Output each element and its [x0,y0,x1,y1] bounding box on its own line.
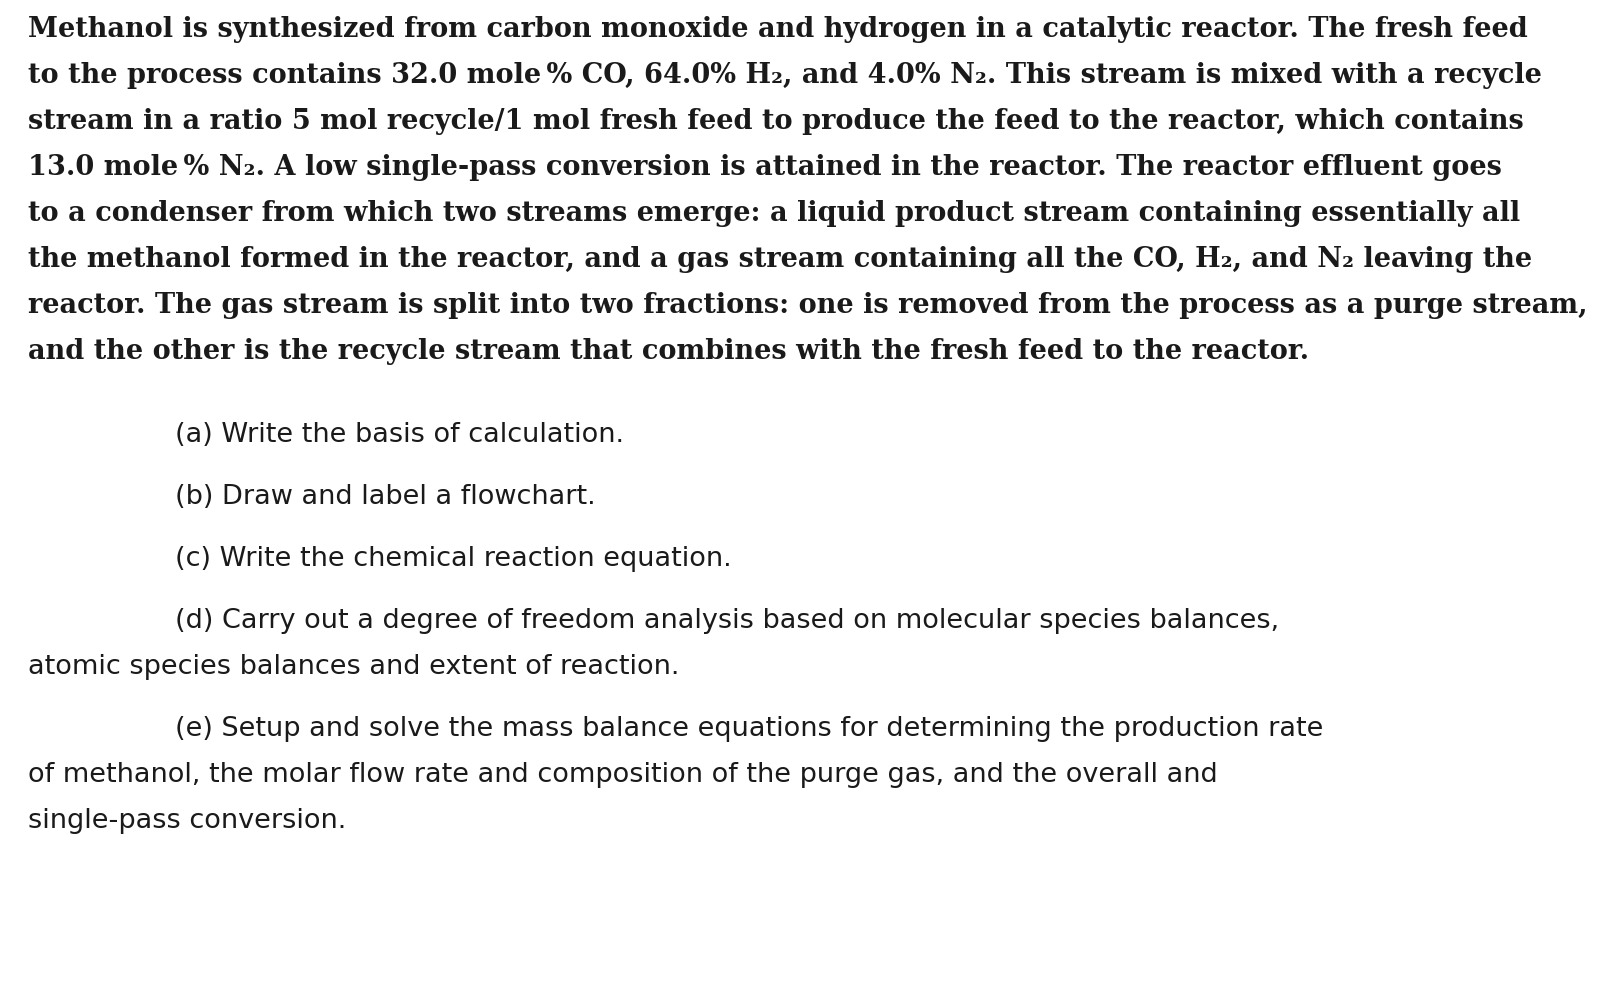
Text: (b) Draw and label a flowchart.: (b) Draw and label a flowchart. [175,484,596,510]
Text: stream in a ratio 5 mol recycle/1 mol fresh feed to produce the feed to the reac: stream in a ratio 5 mol recycle/1 mol fr… [28,108,1524,135]
Text: reactor. The gas stream is split into two fractions: one is removed from the pro: reactor. The gas stream is split into tw… [28,292,1588,319]
Text: (c) Write the chemical reaction equation.: (c) Write the chemical reaction equation… [175,546,732,572]
Text: and the other is the recycle stream that combines with the fresh feed to the rea: and the other is the recycle stream that… [28,338,1309,365]
Text: 13.0 mole % N₂. A low single-pass conversion is attained in the reactor. The rea: 13.0 mole % N₂. A low single-pass conver… [28,154,1502,181]
Text: Methanol is synthesized from carbon monoxide and hydrogen in a catalytic reactor: Methanol is synthesized from carbon mono… [28,16,1528,43]
Text: (e) Setup and solve the mass balance equations for determining the production ra: (e) Setup and solve the mass balance equ… [175,716,1324,742]
Text: to the process contains 32.0 mole % CO, 64.0% H₂, and 4.0% N₂. This stream is mi: to the process contains 32.0 mole % CO, … [28,62,1542,89]
Text: (d) Carry out a degree of freedom analysis based on molecular species balances,: (d) Carry out a degree of freedom analys… [175,608,1280,634]
Text: single-pass conversion.: single-pass conversion. [28,808,347,834]
Text: of methanol, the molar flow rate and composition of the purge gas, and the overa: of methanol, the molar flow rate and com… [28,762,1218,788]
Text: to a condenser from which two streams emerge: a liquid product stream containing: to a condenser from which two streams em… [28,200,1520,227]
Text: the methanol formed in the reactor, and a gas stream containing all the CO, H₂, : the methanol formed in the reactor, and … [28,246,1533,273]
Text: (a) Write the basis of calculation.: (a) Write the basis of calculation. [175,422,624,448]
Text: atomic species balances and extent of reaction.: atomic species balances and extent of re… [28,654,679,680]
